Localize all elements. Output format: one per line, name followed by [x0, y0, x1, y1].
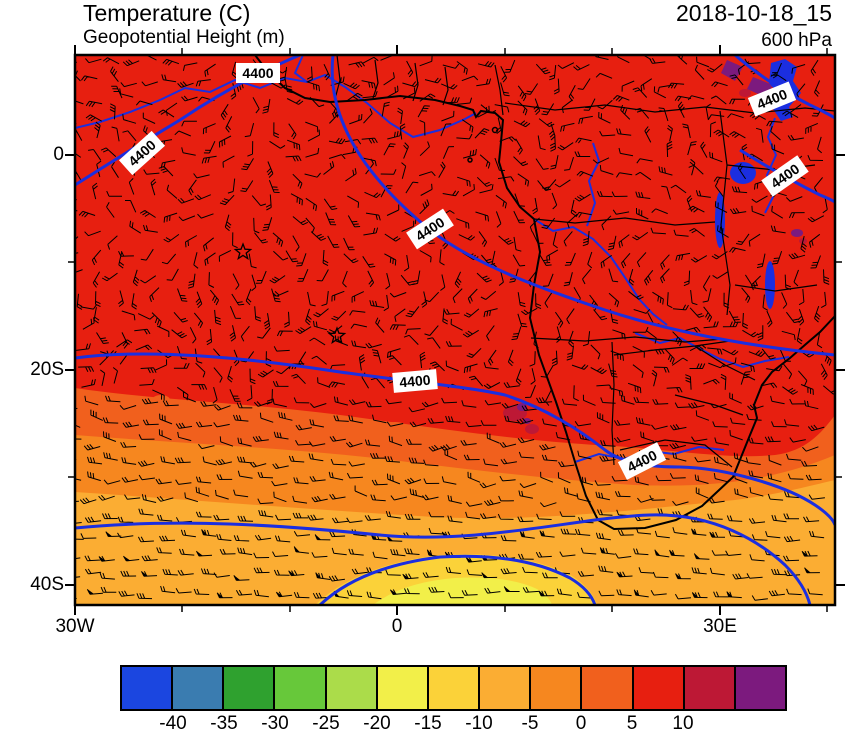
- pressure-level: 600 hPa: [761, 30, 832, 51]
- star-marker: [327, 326, 347, 344]
- colorbar-cell: [480, 667, 532, 709]
- colorbar-cell: [122, 667, 174, 709]
- colorbar-tick-label: -35: [210, 713, 238, 734]
- colorbar-tick-label: -5: [521, 713, 539, 734]
- colorbar-cell: [531, 667, 583, 709]
- x-axis-label-0: 0: [391, 616, 403, 637]
- colorbar-labels: -40 -35 -30 -25 -20 -15 -10 -5 0 5 10: [120, 713, 787, 739]
- colorbar-tick-label: 10: [672, 713, 694, 734]
- y-axis-label-40s: 40S: [30, 574, 64, 595]
- colorbar-tick-label: -10: [465, 713, 493, 734]
- wind-barbs: [75, 55, 835, 601]
- map-frame: [73, 53, 837, 607]
- colorbar-cell: [377, 667, 429, 709]
- warm-anomaly-patches: [503, 60, 807, 434]
- coastline: [254, 55, 835, 531]
- svg-text:4400: 4400: [242, 65, 273, 81]
- colorbar-cell: [173, 667, 225, 709]
- colorbar-tick-label: -15: [414, 713, 442, 734]
- colorbar-cell: [684, 667, 736, 709]
- star-markers: [233, 242, 347, 344]
- colorbar-tick-label: 5: [626, 713, 638, 734]
- colorbar-cell: [633, 667, 685, 709]
- colorbar-tick-label: -20: [363, 713, 391, 734]
- star-marker: [233, 242, 253, 260]
- colorbar-cell: [428, 667, 481, 709]
- chart-title: Temperature (C): [83, 0, 251, 26]
- valid-datetime: 2018-10-18_15: [675, 0, 832, 26]
- colorbar-tick-label: -25: [312, 713, 340, 734]
- colorbar: [120, 665, 787, 711]
- colorbar-cell: [735, 667, 786, 709]
- y-axis-label-20s: 20S: [30, 359, 64, 380]
- axis-ticks: [65, 45, 845, 615]
- colorbar-cell: [275, 667, 327, 709]
- colorbar-tick-label: -40: [159, 713, 187, 734]
- svg-text:4400: 4400: [399, 372, 432, 391]
- colorbar-cell: [326, 667, 378, 709]
- contour-label: 4400: [392, 369, 438, 393]
- x-axis-label-30e: 30E: [703, 616, 737, 637]
- x-axis-label-30w: 30W: [55, 616, 95, 637]
- contour-label: 4400: [236, 63, 280, 83]
- colorbar-cell: [224, 667, 276, 709]
- chart-subtitle: Geopotential Height (m): [83, 27, 285, 48]
- y-axis-label-0: 0: [53, 144, 64, 165]
- colorbar-tick-label: -30: [261, 713, 289, 734]
- colorbar-cell: [582, 667, 634, 709]
- colorbar-tick-label: 0: [575, 713, 587, 734]
